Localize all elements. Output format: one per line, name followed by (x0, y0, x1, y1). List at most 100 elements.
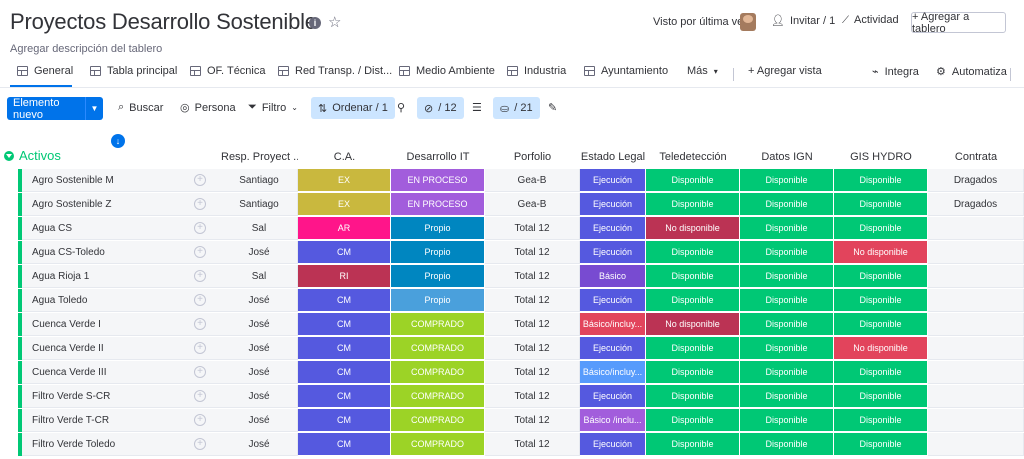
item-name[interactable]: Agro Sostenible M (22, 169, 221, 192)
cell-porfolio[interactable]: Total 12 (485, 265, 580, 288)
cell-contrata[interactable] (928, 361, 1024, 384)
cell-it[interactable]: Propio (391, 289, 485, 312)
item-name[interactable]: Cuenca Verde III (22, 361, 221, 384)
cell-legal[interactable]: Ejecución (580, 241, 646, 264)
cell-it[interactable]: COMPRADO (391, 409, 485, 432)
tab-general[interactable]: General (17, 65, 73, 77)
item-name[interactable]: Filtro Verde T-CR (22, 409, 221, 432)
add-update-icon[interactable]: + (194, 246, 206, 258)
cell-porfolio[interactable]: Gea-B (485, 193, 580, 216)
cell-ign[interactable]: Disponible (740, 337, 834, 360)
cell-tele[interactable]: Disponible (646, 385, 740, 408)
avatar[interactable] (740, 13, 756, 31)
table-row[interactable]: Filtro Verde S-CR + José CM COMPRADO Total 12… (0, 385, 1024, 409)
cell-contrata[interactable] (928, 217, 1024, 240)
cell-it[interactable]: Propio (391, 241, 485, 264)
table-row[interactable]: Cuenca Verde II + José CM COMPRADO Total 12 Ej… (0, 337, 1024, 361)
table-row[interactable]: Agua Toledo + José CM Propio Total 12 Ejecució… (0, 289, 1024, 313)
cell-it[interactable]: COMPRADO (391, 361, 485, 384)
cell-resp[interactable]: Sal (221, 217, 298, 240)
pencil-icon[interactable]: ✎ (548, 102, 558, 114)
arrow-down-icon[interactable]: ↓ (111, 134, 125, 148)
item-name[interactable]: Agro Sostenible Z (22, 193, 221, 216)
cell-ca[interactable]: RI (298, 265, 391, 288)
table-row[interactable]: Agua CS-Toledo + José CM Propio Total 12 Ejecu… (0, 241, 1024, 265)
tab-red-transp[interactable]: Red Transp. / Dist... (278, 65, 392, 77)
cell-legal[interactable]: Ejecución (580, 385, 646, 408)
board-title[interactable]: Proyectos Desarrollo Sostenible (10, 9, 317, 34)
cell-porfolio[interactable]: Total 12 (485, 433, 580, 456)
cell-gis[interactable]: No disponible (834, 337, 928, 360)
cell-gis[interactable]: Disponible (834, 265, 928, 288)
cell-contrata[interactable] (928, 265, 1024, 288)
column-header-resp[interactable]: Resp. Proyect ... (221, 151, 298, 163)
cell-gis[interactable]: Disponible (834, 361, 928, 384)
item-name[interactable]: Agua Toledo (22, 289, 221, 312)
automate-button[interactable]: ⚙︎ Automatiza (936, 65, 1007, 79)
add-update-icon[interactable]: + (194, 294, 206, 306)
cell-it[interactable]: COMPRADO (391, 313, 485, 336)
cell-gis[interactable]: Disponible (834, 433, 928, 456)
item-name[interactable]: Filtro Verde Toledo (22, 433, 221, 456)
info-icon[interactable]: i (309, 17, 321, 29)
tab-more[interactable]: Más ▾ (687, 65, 718, 77)
cell-ca[interactable]: CM (298, 313, 391, 336)
cell-it[interactable]: COMPRADO (391, 337, 485, 360)
cell-legal[interactable]: Ejecución (580, 169, 646, 192)
cell-gis[interactable]: No disponible (834, 241, 928, 264)
cell-contrata[interactable] (928, 313, 1024, 336)
cell-ign[interactable]: Disponible (740, 361, 834, 384)
cell-ign[interactable]: Disponible (740, 385, 834, 408)
cell-legal[interactable]: Básico/incluy... (580, 313, 646, 336)
cell-ca[interactable]: CM (298, 241, 391, 264)
item-name[interactable]: Agua CS (22, 217, 221, 240)
cell-tele[interactable]: Disponible (646, 337, 740, 360)
column-header-contrata[interactable]: Contrata (954, 151, 998, 163)
cell-legal[interactable]: Ejecución (580, 289, 646, 312)
cell-ign[interactable]: Disponible (740, 193, 834, 216)
cell-porfolio[interactable]: Total 12 (485, 337, 580, 360)
cell-it[interactable]: COMPRADO (391, 385, 485, 408)
cell-gis[interactable]: Disponible (834, 385, 928, 408)
cell-ca[interactable]: EX (298, 193, 391, 216)
item-name[interactable]: Agua Rioja 1 (22, 265, 221, 288)
cell-resp[interactable]: José (221, 433, 298, 456)
column-header-tele[interactable]: Teledetección (659, 151, 727, 163)
tab-medio-ambiente[interactable]: Medio Ambiente (399, 65, 495, 77)
chevron-down-icon[interactable]: ▼ (85, 97, 103, 120)
cell-ign[interactable]: Disponible (740, 289, 834, 312)
integrate-button[interactable]: ⌁ Integra (872, 65, 919, 79)
cell-contrata[interactable]: Dragados (928, 169, 1024, 192)
cell-tele[interactable]: No disponible (646, 217, 740, 240)
filter-button[interactable]: ⏷ Filtro ⌄ (248, 101, 298, 114)
column-header-it[interactable]: Desarrollo IT (406, 151, 470, 163)
cell-legal[interactable]: Ejecución (580, 217, 646, 240)
collapse-icon[interactable] (4, 150, 14, 161)
cell-legal[interactable]: Ejecución (580, 193, 646, 216)
cell-gis[interactable]: Disponible (834, 217, 928, 240)
search-button[interactable]: ⌕ Buscar (118, 101, 163, 114)
cell-tele[interactable]: Disponible (646, 409, 740, 432)
cell-ca[interactable]: EX (298, 169, 391, 192)
add-view-button[interactable]: + Agregar vista (748, 65, 822, 77)
cell-it[interactable]: Propio (391, 217, 485, 240)
cell-it[interactable]: Propio (391, 265, 485, 288)
cell-tele[interactable]: Disponible (646, 169, 740, 192)
table-row[interactable]: Cuenca Verde I + José CM COMPRADO Total 12 Bás… (0, 313, 1024, 337)
table-row[interactable]: Agro Sostenible M + Santiago EX EN PROCESO Ge… (0, 169, 1024, 193)
cell-ca[interactable]: CM (298, 385, 391, 408)
cell-contrata[interactable] (928, 241, 1024, 264)
table-row[interactable]: Agua CS + Sal AR Propio Total 12 Ejecución No d… (0, 217, 1024, 241)
cell-it[interactable]: COMPRADO (391, 433, 485, 456)
table-row[interactable]: Cuenca Verde III + José CM COMPRADO Total 12 B… (0, 361, 1024, 385)
hide-columns-button[interactable]: ⊘ / 12 (417, 97, 464, 119)
cell-tele[interactable]: Disponible (646, 361, 740, 384)
tab-industria[interactable]: Industria (507, 65, 566, 77)
item-name[interactable]: Cuenca Verde I (22, 313, 221, 336)
cell-it[interactable]: EN PROCESO (391, 169, 485, 192)
add-update-icon[interactable]: + (194, 198, 206, 210)
column-header-gis[interactable]: GIS HYDRO (850, 151, 912, 163)
cell-contrata[interactable] (928, 409, 1024, 432)
add-update-icon[interactable]: + (194, 366, 206, 378)
add-update-icon[interactable]: + (194, 414, 206, 426)
